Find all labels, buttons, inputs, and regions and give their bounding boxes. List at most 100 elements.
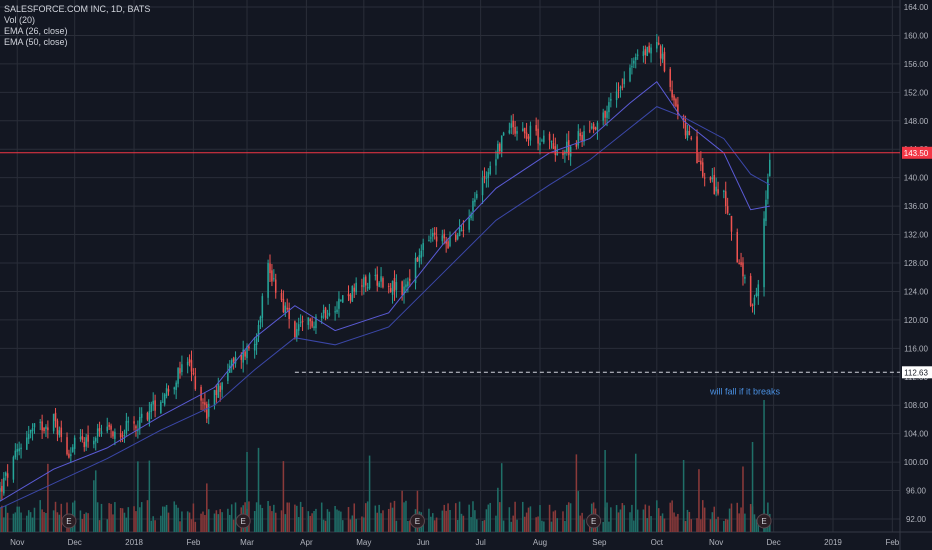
candle-body [552,143,555,149]
candle-body [485,177,488,179]
time-tick-label: Apr [300,538,313,547]
candle-body [163,394,166,405]
candle-body [642,51,645,56]
candle-body [309,318,311,322]
candle-body [351,285,354,302]
candle-body [296,329,298,339]
candle-body [146,412,149,420]
candle-body [730,215,733,232]
candle-body [311,321,313,327]
candle-body [562,152,564,156]
volume-bar [378,504,380,532]
candle-body [336,309,338,313]
earnings-marker-label: E [591,517,596,526]
price-tick-label: 104.00 [904,430,929,439]
volume-bar [288,502,290,532]
candle-body [414,257,417,284]
volume-bar [508,507,511,532]
candle-body [522,128,524,131]
candle-body [441,235,444,242]
volume-bar [514,501,516,532]
candle-body [366,287,369,289]
volume-bar [682,460,685,532]
volume-bar [206,483,208,532]
candle-body [700,160,702,165]
candle-body [589,130,591,132]
candle-body [636,54,639,56]
volume-bar [671,500,673,532]
candle-body [72,447,74,452]
candle-body [255,338,258,345]
candle-body [608,102,610,113]
price-tick-label: 136.00 [904,202,929,211]
volume-bar [435,517,438,532]
volume-bar [483,520,486,532]
candle-body [590,126,593,129]
candle-body [27,433,30,440]
candle-body [320,315,323,318]
last-price-label: 143.50 [904,149,929,158]
volume-bar [186,511,189,532]
candle-body [703,177,706,179]
volume-bar [634,453,637,532]
candle-body [85,437,87,447]
candle-body [4,472,7,476]
candle-body [96,428,99,437]
candle-body [299,322,302,324]
volume-bar [135,511,137,532]
candle-body [458,227,461,236]
volume-bar [447,503,449,532]
candle-body [274,279,277,293]
time-tick-label: Dec [766,538,780,547]
candle-body [202,402,204,404]
candle-body [114,431,116,439]
volume-bar [177,507,179,532]
volume-bar [577,491,580,532]
volume-bar [724,518,727,532]
candle-body [204,402,206,405]
candle-body [677,104,679,116]
price-tick-label: 100.00 [904,458,929,467]
volume-bar [204,515,206,532]
volume-bar [202,511,204,532]
candle-body [633,60,635,64]
candle-body [98,427,101,432]
volume-bar [301,506,304,532]
volume-bar [60,503,63,532]
volume-bar [338,510,340,532]
volume-bar [529,506,532,532]
volume-bar [684,521,687,532]
candle-body [447,241,449,249]
volume-bar [636,509,639,532]
volume-bar [167,512,170,532]
volume-bar [347,507,350,532]
volume-bar [726,519,729,532]
volume-bar [730,503,733,532]
volume-bar [700,519,702,532]
volume-bar [16,506,18,532]
volume-bar [539,505,541,532]
volume-bar [85,512,87,532]
candle-body [221,382,223,390]
volume-bar [179,521,181,532]
volume-bar [217,514,220,532]
volume-bar [188,512,191,532]
candle-body [581,135,583,142]
volume-bar [227,508,229,532]
candle-body [657,42,660,45]
volume-bar [229,514,231,532]
volume-bar [41,509,43,532]
candle-body [724,191,727,207]
volume-bar [324,520,327,532]
earnings-marker [235,513,251,529]
price-axis[interactable]: 164.00160.00156.00152.00148.00144.00140.… [902,3,932,524]
candle-body [510,123,513,128]
volume-bar [163,506,166,532]
candle-body [378,282,380,287]
time-tick-label: 2018 [125,538,143,547]
time-axis[interactable]: Nov Dec 2018 Feb Mar Apr May Jun Jul Aug Sep Oct Nov… [10,538,900,547]
candle-body [286,307,288,310]
price-tick-label: 164.00 [904,3,929,12]
candle-body [755,293,758,296]
